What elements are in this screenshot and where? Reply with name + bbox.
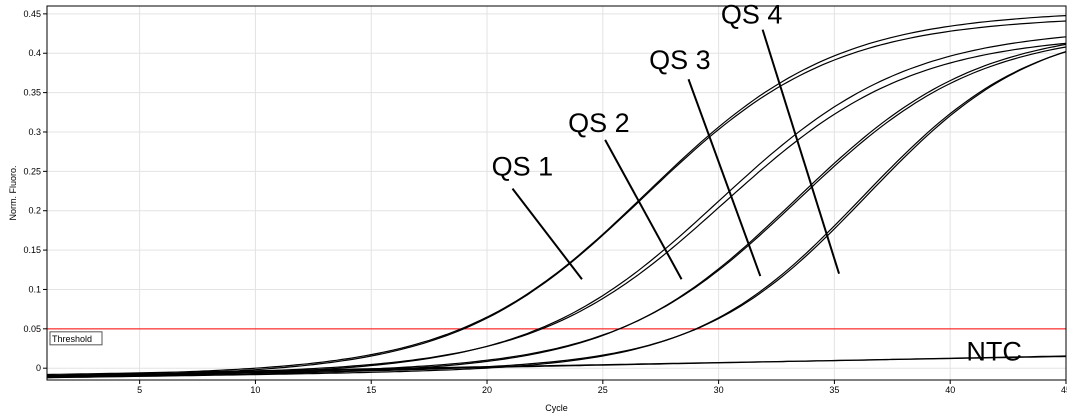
axes-layer: 5 10 15 20 25 30 35 40 45 0 0.05 0.1 0.15 0.2 0.25 0.3 0…: [23, 9, 1067, 395]
grid: [47, 6, 1067, 380]
amplification-curve[interactable]: [47, 51, 1067, 377]
threshold-layer: Threshold: [47, 328, 1066, 346]
y-axis-title: Norm. Fluoro.: [8, 165, 18, 220]
x-tick-label: 40: [945, 385, 955, 395]
threshold-label-box: [49, 331, 103, 346]
plot-frame: [46, 5, 1067, 381]
x-tick-label: 25: [598, 385, 608, 395]
threshold-label: Threshold: [52, 334, 92, 344]
annotation-label: QS 4: [721, 0, 783, 29]
annotation-label: QS 1: [492, 151, 554, 181]
annotation-label: QS 3: [649, 45, 711, 75]
x-tick-label: 20: [482, 385, 492, 395]
annotation-label: QS 2: [568, 108, 630, 138]
y-tick-label: 0: [36, 363, 41, 373]
annotation-leader-line: [604, 139, 683, 280]
annotations-layer: QS 1 QS 2 QS 3 QS 4 NTC: [492, 0, 1022, 366]
amplification-curve[interactable]: [46, 46, 1067, 377]
annotation-label: NTC: [966, 336, 1022, 366]
y-tick-label: 0.1: [28, 284, 41, 294]
x-tick-label: 5: [137, 385, 142, 395]
y-tick-label: 0.05: [23, 324, 41, 334]
y-tick-label: 0.3: [28, 127, 41, 137]
x-axis-title: Cycle: [545, 403, 568, 413]
amplification-curve[interactable]: [46, 355, 1067, 376]
x-tick-label: 35: [829, 385, 839, 395]
y-tick-label: 0.25: [23, 166, 41, 176]
amplification-curve[interactable]: [46, 51, 1067, 379]
x-tick-label: 15: [366, 385, 376, 395]
y-tick-label: 0.15: [23, 245, 41, 255]
y-tick-label: 0.35: [23, 88, 41, 98]
annotation-leader-line: [511, 188, 583, 280]
x-tick-label: 10: [250, 385, 260, 395]
x-tick-label: 45: [1061, 385, 1067, 395]
annotation-leader-line: [687, 78, 762, 277]
x-tick-label: 30: [714, 385, 724, 395]
curves-layer: [46, 15, 1067, 379]
annotation-leader-line: [761, 29, 840, 275]
y-tick-label: 0.4: [28, 48, 41, 58]
amplification-curve[interactable]: [46, 42, 1067, 377]
y-tick-label: 0.45: [23, 9, 41, 19]
y-tick-label: 0.2: [28, 206, 41, 216]
amplification-curve[interactable]: [46, 36, 1067, 378]
amplification-curve[interactable]: [46, 15, 1067, 377]
